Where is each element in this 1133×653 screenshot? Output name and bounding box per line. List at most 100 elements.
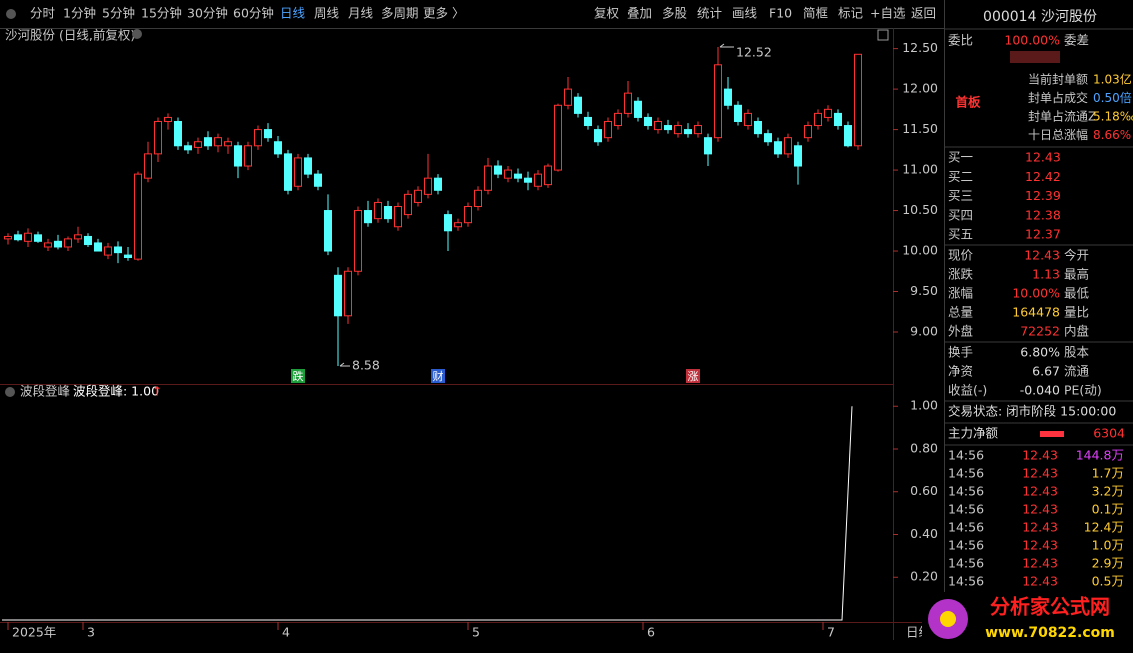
period-tab[interactable]: 周线 (314, 6, 340, 21)
panel-text: 0.5万 (1092, 574, 1124, 589)
candle-body (804, 125, 812, 139)
panel-text: 委比 (948, 33, 973, 48)
tool-button[interactable]: 复权 (594, 6, 620, 21)
tool-button[interactable]: 统计 (697, 6, 722, 21)
logo-flower-center (940, 611, 956, 627)
event-marker-label: 财 (433, 369, 444, 383)
candle-body (164, 116, 172, 122)
candle-body (424, 177, 432, 195)
panel-text: 封单占流通Z (1028, 109, 1096, 124)
event-marker[interactable] (686, 369, 700, 383)
panel-text: 量比 (1064, 305, 1089, 320)
candle-body (454, 222, 462, 228)
panel-text: 14:56 (948, 556, 984, 571)
panel-text: 最低 (1064, 286, 1090, 301)
panel-text: 股本 (1064, 345, 1090, 360)
y-tick-label: 0.20 (910, 569, 938, 584)
tool-button[interactable]: 简框 (803, 6, 829, 21)
candle-body (174, 120, 182, 147)
period-tab[interactable]: 15分钟 (141, 6, 182, 21)
candle-body (384, 206, 392, 220)
panel-text: 2.9万 (1092, 556, 1124, 571)
tool-button[interactable]: 多股 (662, 6, 688, 21)
net-bar (1040, 431, 1064, 437)
collapse-icon[interactable] (132, 29, 142, 39)
candle-body (314, 173, 322, 187)
logo-title: 分析家公式网 (990, 595, 1110, 619)
event-marker[interactable] (431, 369, 445, 383)
candle-body (644, 116, 652, 127)
panel-text: 12.38 (1025, 207, 1061, 222)
x-tick-label: 3 (87, 625, 95, 640)
candle-body (294, 157, 302, 187)
panel-text: 8.66% (1093, 128, 1131, 142)
panel-text: -0.040 (1020, 383, 1060, 398)
panel-text: 封单占成交 (1028, 90, 1088, 105)
candle-body (484, 165, 492, 191)
candle-body (724, 88, 732, 106)
candle-body (704, 137, 712, 155)
period-tab[interactable]: 60分钟 (233, 6, 274, 21)
candle-body (194, 141, 202, 148)
tool-button[interactable]: 返回 (911, 6, 936, 21)
annotation-arrow (719, 43, 734, 48)
candle-body (574, 96, 582, 114)
expand-button[interactable] (1010, 51, 1060, 63)
annotation-arrow (339, 362, 350, 367)
candle-body (584, 116, 592, 127)
period-tab[interactable]: 月线 (348, 6, 374, 21)
candle-body (244, 145, 252, 167)
panel-text: 100.00% (1004, 33, 1060, 48)
high-label: 12.52 (736, 45, 772, 60)
candle-body (834, 112, 842, 127)
candle-body (4, 235, 12, 240)
panel-text: 1.7万 (1092, 466, 1124, 481)
x-tick-label: 6 (647, 625, 655, 640)
period-tab[interactable]: 日线 (280, 6, 306, 21)
panel-text: 10.00% (1012, 286, 1060, 301)
panel-text: 现价 (948, 248, 974, 263)
candle-body (784, 137, 792, 155)
panel-text: 收益(-) (948, 383, 987, 398)
tool-button[interactable]: 画线 (732, 6, 758, 21)
period-tab[interactable]: 30分钟 (187, 6, 228, 21)
candle-body (334, 274, 342, 317)
candle-body (214, 137, 222, 147)
panel-text: 12.43 (1022, 502, 1058, 517)
maximize-icon[interactable] (877, 29, 889, 41)
candle-body (264, 129, 272, 139)
y-tick-label: 12.00 (902, 81, 938, 96)
period-tab[interactable]: 5分钟 (102, 6, 135, 21)
menu-icon[interactable] (6, 9, 16, 19)
candle-body (44, 242, 52, 248)
tool-button[interactable]: 叠加 (627, 6, 652, 21)
y-tick-label: 12.50 (902, 40, 938, 55)
candle-body (104, 246, 112, 256)
tool-button[interactable]: +自选 (870, 6, 906, 21)
period-tab[interactable]: 1分钟 (63, 6, 96, 21)
y-tick-label: 0.60 (910, 483, 938, 498)
candle-body (624, 92, 632, 114)
tool-button[interactable]: F10 (769, 6, 792, 21)
y-tick-label: 1.00 (910, 398, 938, 413)
candle-body (224, 141, 232, 147)
event-marker[interactable] (291, 369, 305, 383)
candle-body (634, 100, 642, 118)
panel-text: 0.50倍 (1093, 90, 1132, 105)
x-tick-label: 5 (472, 625, 480, 640)
period-tab[interactable]: 分时 (30, 6, 56, 21)
panel-text: 12.39 (1025, 188, 1061, 203)
period-tab[interactable]: 更多 〉 (423, 6, 464, 21)
panel-text: 12.43 (1024, 248, 1060, 263)
candle-body (764, 133, 772, 143)
tool-button[interactable]: 标记 (838, 6, 864, 21)
panel-text: 12.43 (1022, 520, 1058, 535)
collapse-icon[interactable] (5, 387, 15, 397)
y-tick-label: 9.00 (910, 323, 938, 338)
y-tick-label: 11.00 (902, 162, 938, 177)
panel-text: 12.4万 (1084, 520, 1124, 535)
candle-body (54, 240, 62, 248)
period-tab[interactable]: 多周期 (381, 6, 419, 21)
candle-body (534, 173, 542, 187)
